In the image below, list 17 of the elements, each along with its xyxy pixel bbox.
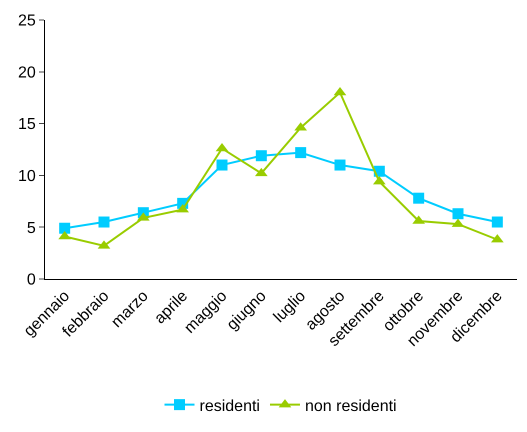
y-tick-label: 15 — [18, 116, 36, 134]
y-tick-label: 10 — [18, 168, 36, 185]
legend-label: non residenti — [304, 398, 397, 415]
y-tick-label: 20 — [18, 64, 36, 82]
y-tick-label: 5 — [26, 220, 36, 237]
y-tick-label: 0 — [26, 272, 36, 289]
point — [413, 192, 424, 204]
point — [216, 160, 228, 171]
legend-label: residenti — [200, 398, 260, 415]
point — [334, 160, 346, 171]
point — [59, 222, 70, 234]
y-tick-label: 25 — [18, 12, 36, 30]
point — [98, 216, 110, 228]
point — [452, 208, 464, 220]
point — [295, 147, 306, 158]
point — [256, 150, 267, 162]
point — [492, 216, 503, 228]
